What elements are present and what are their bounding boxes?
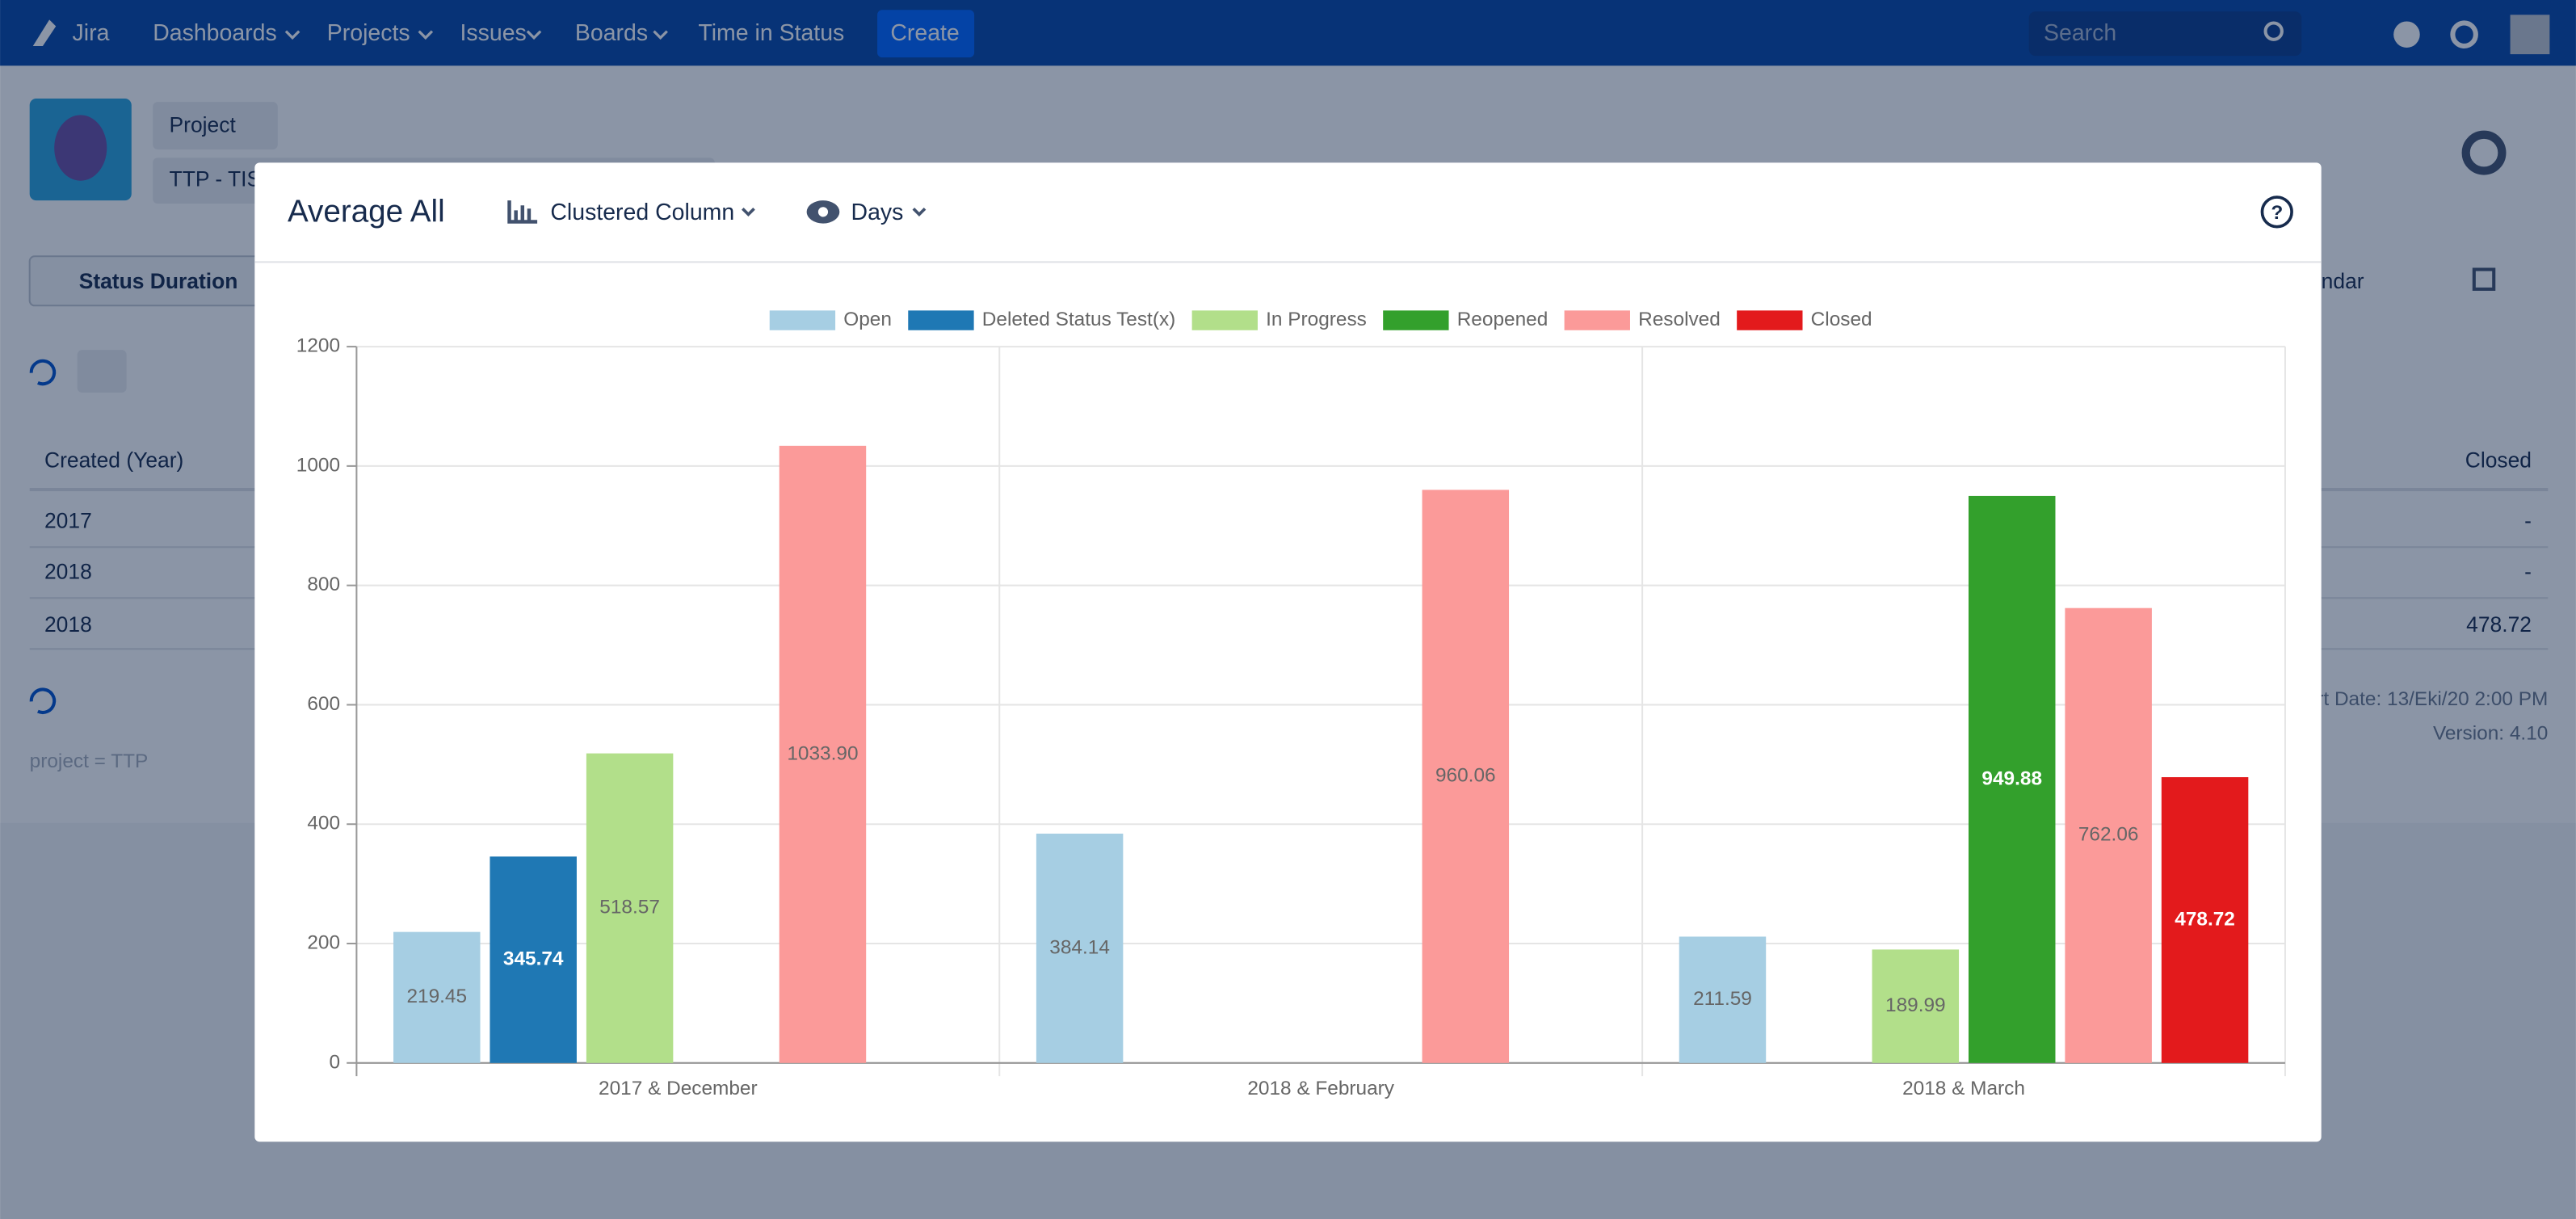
project-button[interactable] <box>153 102 278 150</box>
value-label: 219.45 <box>406 986 467 1007</box>
share-icon[interactable] <box>2472 267 2496 291</box>
create-button[interactable] <box>877 10 975 58</box>
modal-title: Average All <box>288 195 445 229</box>
unit-dropdown[interactable]: Days <box>851 200 904 225</box>
table-cell: 478.72 <box>2466 612 2532 637</box>
legend-label: Closed <box>1811 309 1872 330</box>
value-label: 211.59 <box>1693 988 1752 1010</box>
chart: 0 200 400 600 800 1000 1200 2017 & December 219.… <box>296 309 2286 1099</box>
logo[interactable]: Jira <box>73 20 110 46</box>
value-label: 518.57 <box>599 897 660 918</box>
bar <box>1679 936 1767 1063</box>
legend-swatch <box>1191 310 1258 330</box>
y-tick-label: 800 <box>307 574 340 595</box>
eye-pupil <box>817 207 829 217</box>
y-tick-label: 600 <box>307 693 340 715</box>
value-label: 1033.90 <box>787 742 858 764</box>
legend-swatch <box>908 310 974 330</box>
value-label: 960.06 <box>1435 765 1496 787</box>
legend-swatch <box>769 310 836 330</box>
table-cell: - <box>2524 560 2532 584</box>
chart-toggle[interactable] <box>77 350 127 393</box>
table-cell: 2017 <box>44 509 92 533</box>
chevrons <box>284 30 668 40</box>
legend-swatch <box>1737 310 1803 330</box>
calendar-button[interactable]: ndar <box>2322 269 2364 293</box>
project-avatar-figure <box>54 115 107 181</box>
value-label: 478.72 <box>2175 908 2235 930</box>
bar <box>1036 833 1124 1063</box>
legend-swatch <box>1383 310 1449 330</box>
search-box[interactable] <box>2028 11 2302 57</box>
nav-item[interactable]: Dashboards <box>153 20 277 46</box>
y-tick-label: 1000 <box>296 454 340 476</box>
refresh-icon[interactable] <box>29 359 57 386</box>
bar <box>490 856 577 1063</box>
bar <box>2161 777 2249 1063</box>
create-label: Create <box>890 20 959 46</box>
value-label: 949.88 <box>1981 767 2042 789</box>
avatar[interactable] <box>2510 15 2550 55</box>
chart-type-icon <box>507 200 538 224</box>
nav-item[interactable]: Boards <box>575 20 648 46</box>
x-tick-label: 2018 & March <box>1902 1078 2025 1099</box>
legend-label: Resolved <box>1638 309 1721 330</box>
search-placeholder: Search <box>2044 20 2116 46</box>
bar <box>393 931 481 1063</box>
modal <box>254 162 2322 1142</box>
y-tick-label: 200 <box>307 931 340 953</box>
version: Version: 4.10 <box>2433 723 2548 745</box>
nav-item[interactable]: Projects <box>327 20 410 46</box>
settings-icon[interactable] <box>2450 20 2478 48</box>
y-tick-label: 1200 <box>296 335 340 357</box>
report-date: rt Date: 13/Eki/20 2:00 PM <box>2317 688 2548 710</box>
bar <box>1872 949 1960 1063</box>
bar <box>779 445 867 1063</box>
legend-label: In Progress <box>1266 309 1367 330</box>
value-label: 189.99 <box>1885 994 1946 1016</box>
table-cell: 2018 <box>44 560 92 584</box>
nav-item[interactable]: Time in Status <box>698 20 844 46</box>
query: project = TTP <box>30 750 149 772</box>
table-header: Created (Year) <box>44 448 183 472</box>
search-icon <box>2263 21 2284 41</box>
bar <box>1422 490 1510 1063</box>
project-button-label: Project <box>170 113 237 137</box>
modal-divider <box>254 261 2322 263</box>
dropdown-chevrons <box>742 207 927 216</box>
value-label: 345.74 <box>503 948 564 970</box>
gear-icon[interactable] <box>2461 130 2507 175</box>
legend-label: Deleted Status Test(x) <box>982 309 1176 330</box>
value-label: 762.06 <box>2078 824 2139 846</box>
logo-icon <box>32 19 57 46</box>
bar <box>1968 495 2056 1063</box>
help-icon[interactable] <box>2393 21 2420 48</box>
legend-label: Open <box>843 309 892 330</box>
project-name: TTP - TIS <box>170 167 262 191</box>
chart-type-dropdown[interactable]: Clustered Column <box>550 200 734 225</box>
y-tick-label: 0 <box>329 1051 340 1073</box>
status-duration-label: Status Duration <box>79 269 238 293</box>
bar <box>586 753 674 1063</box>
table-header: Closed <box>2465 448 2532 472</box>
x-tick-label: 2018 & February <box>1247 1078 1394 1099</box>
table-cell: - <box>2524 509 2532 533</box>
y-tick-label: 400 <box>307 813 340 834</box>
nav-item[interactable]: Issues <box>460 20 527 46</box>
help-glyph: ? <box>2271 202 2283 224</box>
help-button[interactable] <box>2260 195 2293 229</box>
x-tick-label: 2017 & December <box>599 1078 758 1099</box>
value-label: 384.14 <box>1049 936 1110 958</box>
refresh-icon[interactable] <box>29 687 57 714</box>
legend-label: Reopened <box>1457 309 1549 330</box>
legend-swatch <box>1564 310 1630 330</box>
bar <box>2065 607 2152 1063</box>
table-cell: 2018 <box>44 612 92 637</box>
